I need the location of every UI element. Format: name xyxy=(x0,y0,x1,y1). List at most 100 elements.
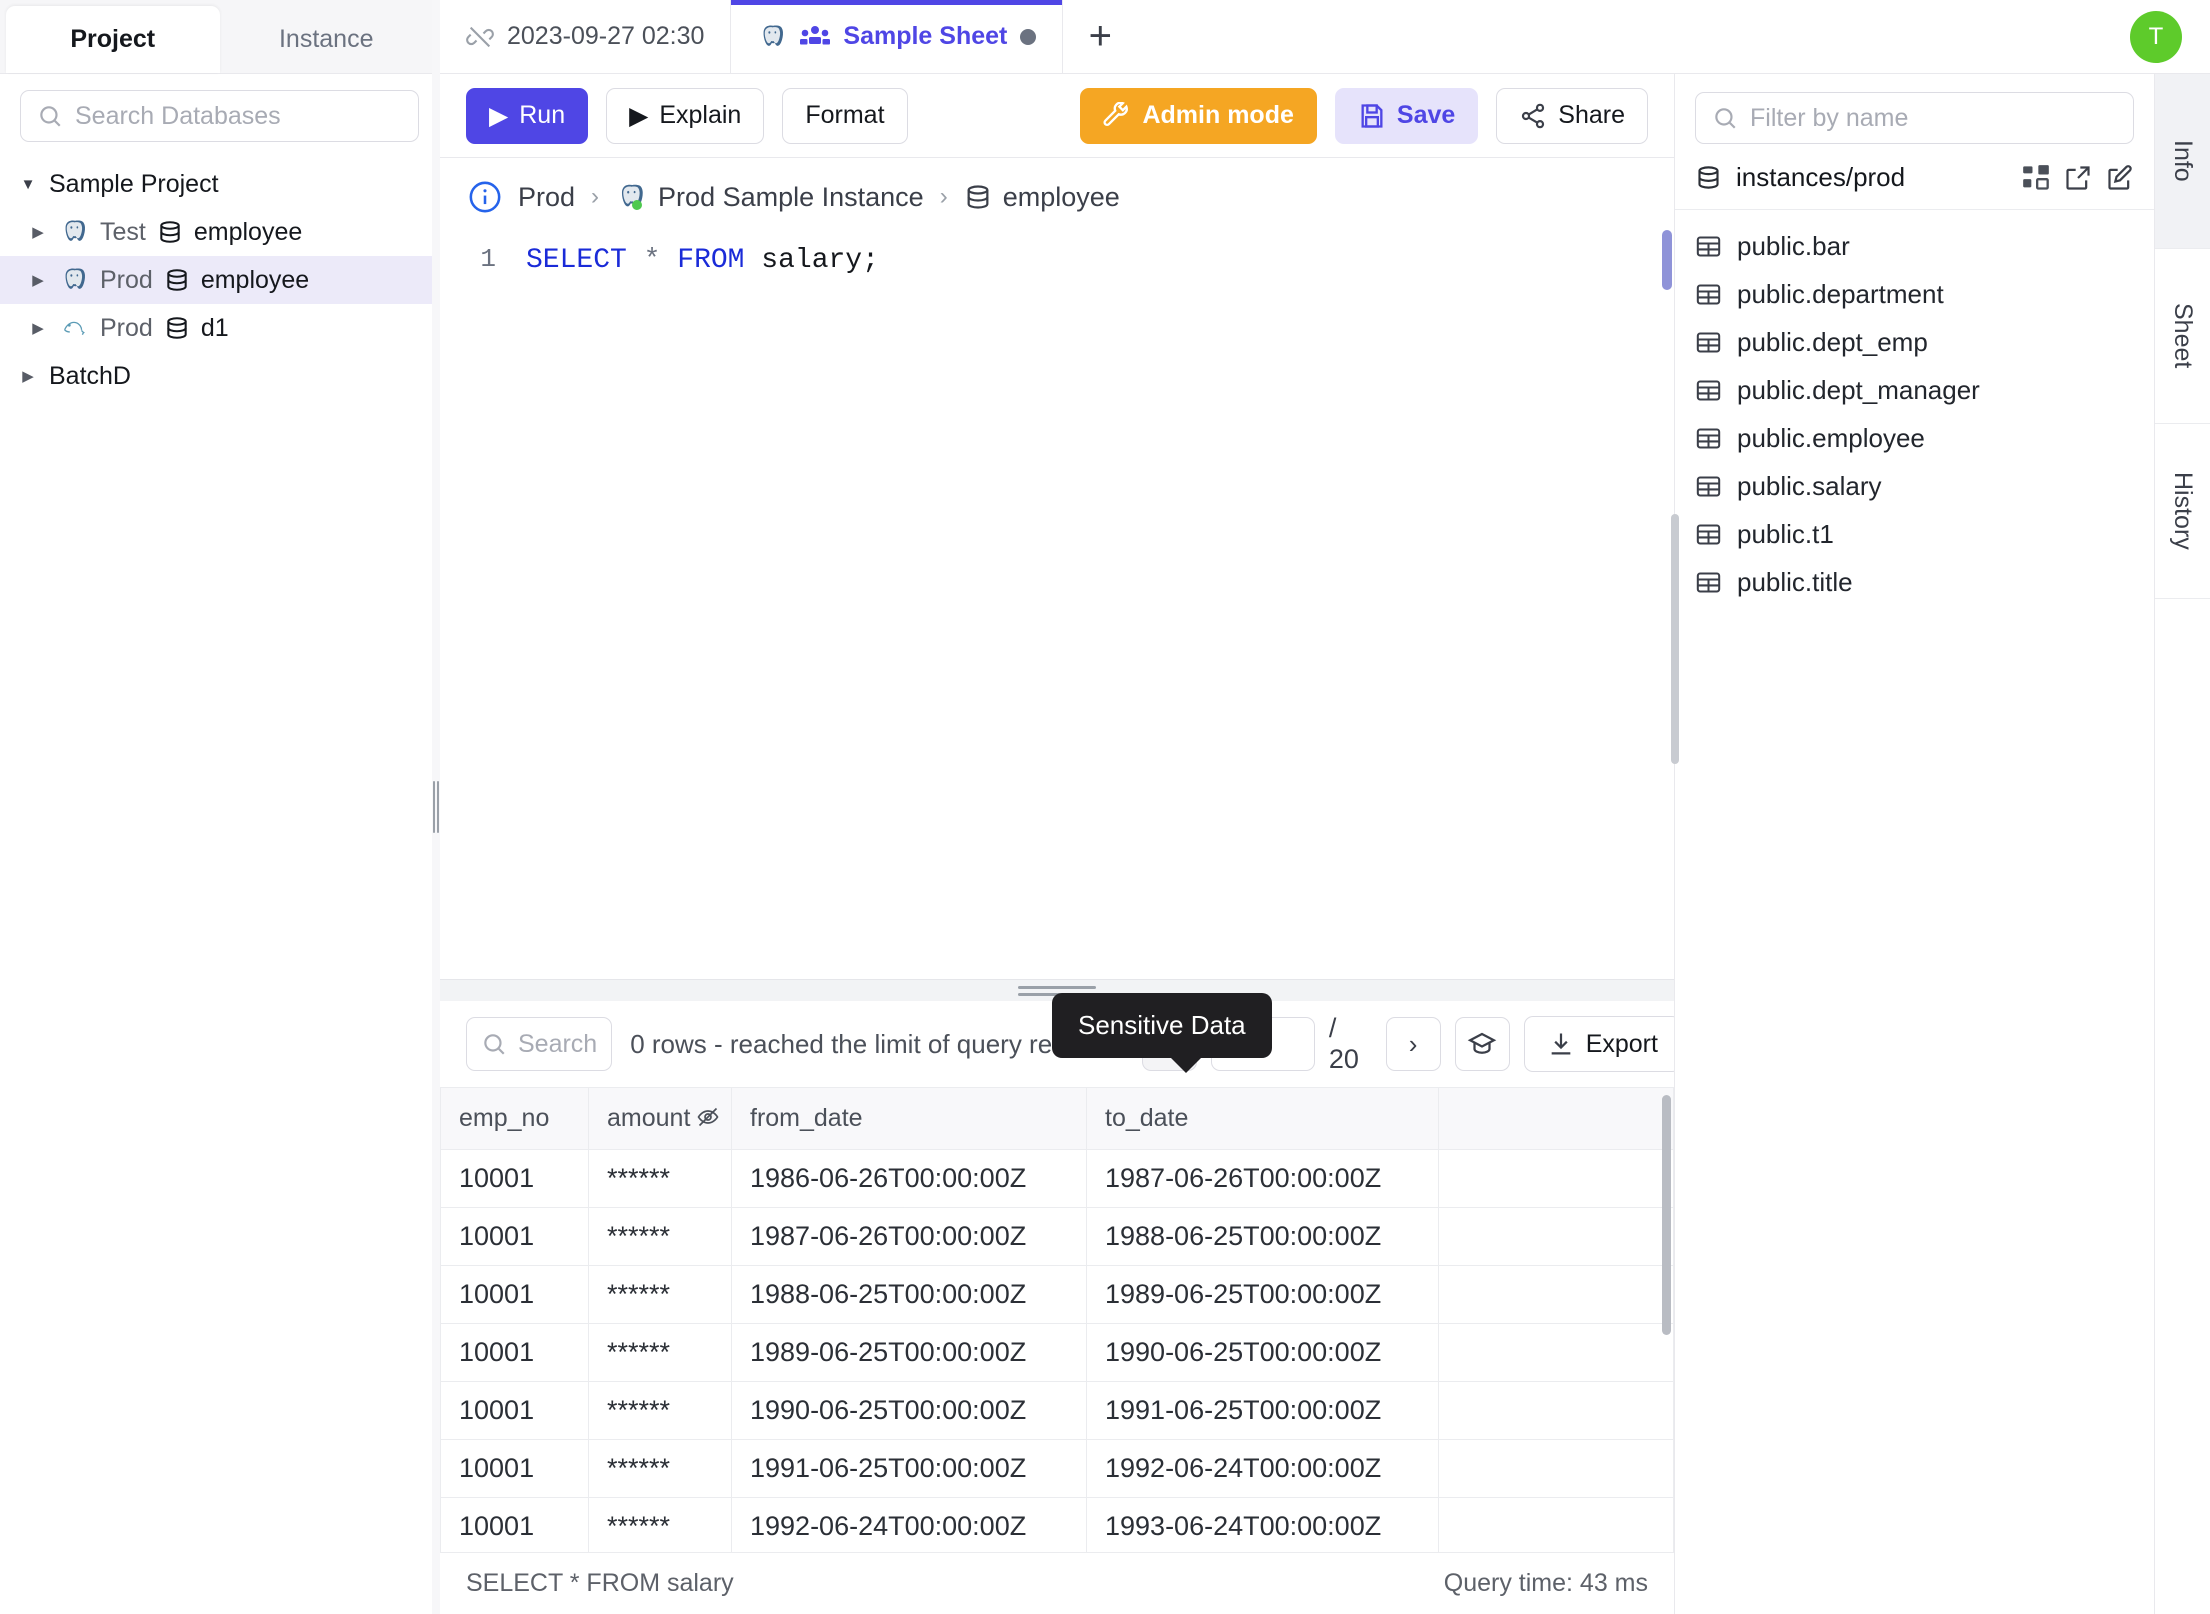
table-list-item-employee[interactable]: public.employee xyxy=(1675,414,2154,462)
cell-to_date[interactable]: 1991-06-25T00:00:00Z xyxy=(1086,1381,1439,1440)
table-row[interactable]: 10001 ****** 1989-06-25T00:00:00Z 1990-0… xyxy=(440,1323,1674,1382)
cell-emp_no[interactable]: 10001 xyxy=(440,1207,589,1266)
sidebar-tab-instance-label: Instance xyxy=(278,25,374,53)
cell-amount[interactable]: ****** xyxy=(588,1265,732,1324)
results-grid-scrollbar[interactable] xyxy=(1662,1095,1671,1335)
next-page-button[interactable]: › xyxy=(1385,1017,1441,1071)
share-button[interactable]: Share xyxy=(1496,87,1648,144)
chevron-down-icon[interactable]: ▼ xyxy=(20,175,36,193)
table-row[interactable]: 10001 ****** 1990-06-25T00:00:00Z 1991-0… xyxy=(440,1381,1674,1440)
status-query-time: Query time: 43 ms xyxy=(1443,1569,1648,1597)
table-list-item-salary[interactable]: public.salary xyxy=(1675,462,2154,510)
run-button[interactable]: ▶ Run xyxy=(466,87,589,144)
vtab-sheet[interactable]: Sheet xyxy=(2155,249,2210,424)
breadcrumb-database[interactable]: employee xyxy=(964,182,1120,213)
cell-emp_no[interactable]: 10001 xyxy=(440,1381,589,1440)
tree-item-prod-d1[interactable]: ▶ Prod d1 xyxy=(0,304,439,352)
table-row[interactable]: 10001 ****** 1986-06-26T00:00:00Z 1987-0… xyxy=(440,1149,1674,1208)
table-list-item-title[interactable]: public.title xyxy=(1675,558,2154,606)
explain-button[interactable]: ▶ Explain xyxy=(606,87,765,144)
editor-scrollbar[interactable] xyxy=(1662,230,1672,290)
format-button[interactable]: Format xyxy=(782,87,908,144)
table-list-item-t1[interactable]: public.t1 xyxy=(1675,510,2154,558)
table-filter-input[interactable]: Filter by name xyxy=(1695,92,2134,144)
chevron-right-icon[interactable]: ▶ xyxy=(32,272,44,289)
chevron-right-icon[interactable]: ▶ xyxy=(22,368,34,385)
cell-to_date[interactable]: 1989-06-25T00:00:00Z xyxy=(1086,1265,1439,1324)
cell-from_date[interactable]: 1987-06-26T00:00:00Z xyxy=(731,1207,1087,1266)
chevron-right-icon[interactable]: ▶ xyxy=(32,320,44,337)
table-row[interactable]: 10001 ****** 1992-06-24T00:00:00Z 1993-0… xyxy=(440,1497,1674,1552)
cell-emp_no[interactable]: 10001 xyxy=(440,1265,589,1324)
vtab-history[interactable]: History xyxy=(2155,424,2210,599)
cell-to_date[interactable]: 1990-06-25T00:00:00Z xyxy=(1086,1323,1439,1382)
results-search-input[interactable]: Search xyxy=(466,1017,613,1071)
wrench-icon xyxy=(1103,101,1131,130)
sidebar-resizer[interactable] xyxy=(432,0,440,1614)
sql-editor[interactable]: 1 SELECT * FROM salary; xyxy=(440,230,1674,979)
search-databases-input[interactable]: Search Databases xyxy=(20,90,419,142)
cell-emp_no[interactable]: 10001 xyxy=(440,1497,589,1552)
admin-mode-button[interactable]: Admin mode xyxy=(1080,87,1317,144)
tab-dirty-indicator[interactable] xyxy=(1020,28,1037,45)
cell-from_date[interactable]: 1991-06-25T00:00:00Z xyxy=(731,1439,1087,1498)
schema-diagram-icon[interactable] xyxy=(2022,164,2050,192)
cell-to_date[interactable]: 1993-06-24T00:00:00Z xyxy=(1086,1497,1439,1552)
cell-amount[interactable]: ****** xyxy=(588,1439,732,1498)
export-button[interactable]: Export xyxy=(1523,1016,1681,1072)
cell-amount[interactable]: ****** xyxy=(588,1381,732,1440)
tree-item-sample-project[interactable]: ▼ Sample Project xyxy=(0,160,439,208)
table-row[interactable]: 10001 ****** 1987-06-26T00:00:00Z 1988-0… xyxy=(440,1207,1674,1266)
table-row[interactable]: 10001 ****** 1988-06-25T00:00:00Z 1989-0… xyxy=(440,1265,1674,1324)
breadcrumb-environment[interactable]: Prod xyxy=(518,182,575,213)
save-button[interactable]: Save xyxy=(1334,87,1479,144)
table-icon xyxy=(1695,425,1722,452)
avatar[interactable]: T xyxy=(2130,10,2182,63)
cell-from_date[interactable]: 1990-06-25T00:00:00Z xyxy=(731,1381,1087,1440)
results-grid[interactable]: emp_no amount from_date to_date xyxy=(440,1087,1674,1552)
cell-amount[interactable]: ****** xyxy=(588,1149,732,1208)
table-list-item-label: public.dept_emp xyxy=(1737,326,1928,357)
cell-to_date[interactable]: 1992-06-24T00:00:00Z xyxy=(1086,1439,1439,1498)
table-list-item-dept_emp[interactable]: public.dept_emp xyxy=(1675,318,2154,366)
tree-item-db: employee xyxy=(200,265,310,294)
new-tab-button[interactable]: + xyxy=(1063,0,1137,73)
info-icon[interactable] xyxy=(468,180,502,214)
column-header-to_date[interactable]: to_date xyxy=(1086,1087,1439,1150)
cell-emp_no[interactable]: 10001 xyxy=(440,1323,589,1382)
cell-from_date[interactable]: 1988-06-25T00:00:00Z xyxy=(731,1265,1087,1324)
cell-from_date[interactable]: 1989-06-25T00:00:00Z xyxy=(731,1323,1087,1382)
table-list-item-dept_manager[interactable]: public.dept_manager xyxy=(1675,366,2154,414)
tab-sample-sheet-label: Sample Sheet xyxy=(843,22,1008,50)
edit-icon[interactable] xyxy=(2106,164,2134,192)
sidebar-tab-project[interactable]: Project xyxy=(6,6,220,73)
table-list-item-department[interactable]: public.department xyxy=(1675,270,2154,318)
column-header-amount[interactable]: amount xyxy=(588,1087,732,1150)
table-row[interactable]: 10001 ****** 1991-06-25T00:00:00Z 1992-0… xyxy=(440,1439,1674,1498)
column-header-from_date[interactable]: from_date xyxy=(731,1087,1087,1150)
tree-item-test-employee[interactable]: ▶ Test employ xyxy=(0,208,439,256)
tree-item-batchd[interactable]: ▶ BatchD xyxy=(0,352,439,400)
external-link-icon[interactable] xyxy=(2064,164,2092,192)
tree-item-prod-employee[interactable]: ▶ Prod employ xyxy=(0,256,439,304)
visualize-button[interactable] xyxy=(1454,1017,1510,1071)
cell-amount[interactable]: ****** xyxy=(588,1497,732,1552)
cell-emp_no[interactable]: 10001 xyxy=(440,1149,589,1208)
cell-amount[interactable]: ****** xyxy=(588,1323,732,1382)
cell-to_date[interactable]: 1987-06-26T00:00:00Z xyxy=(1086,1149,1439,1208)
table-icon xyxy=(1695,281,1722,308)
vtab-info[interactable]: Info xyxy=(2155,74,2210,249)
cell-to_date[interactable]: 1988-06-25T00:00:00Z xyxy=(1086,1207,1439,1266)
right-panel-scrollbar[interactable] xyxy=(1671,514,1679,764)
cell-from_date[interactable]: 1986-06-26T00:00:00Z xyxy=(731,1149,1087,1208)
cell-amount[interactable]: ****** xyxy=(588,1207,732,1266)
cell-from_date[interactable]: 1992-06-24T00:00:00Z xyxy=(731,1497,1087,1552)
column-header-emp_no[interactable]: emp_no xyxy=(440,1087,589,1150)
cell-emp_no[interactable]: 10001 xyxy=(440,1439,589,1498)
tab-timestamp[interactable]: 2023-09-27 02:30 xyxy=(440,0,732,73)
tab-sample-sheet[interactable]: Sample Sheet xyxy=(731,0,1064,73)
sidebar-tab-instance[interactable]: Instance xyxy=(220,6,434,73)
breadcrumb-instance[interactable]: Prod Sample Instance xyxy=(615,181,924,213)
chevron-right-icon[interactable]: ▶ xyxy=(32,224,44,241)
table-list-item-bar[interactable]: public.bar xyxy=(1675,222,2154,270)
